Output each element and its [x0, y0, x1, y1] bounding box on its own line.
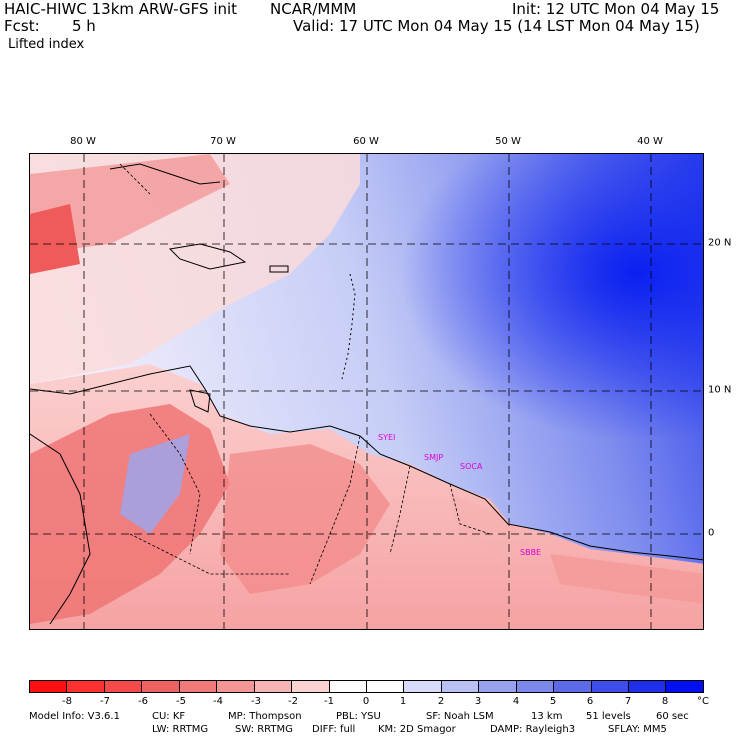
- forecast-label: Fcst:: [4, 17, 40, 35]
- km-option: KM: 2D Smagor: [378, 724, 456, 735]
- map-canvas: SYEI SMJP SOCA SBBE: [30, 154, 703, 629]
- colorbar-segment: [478, 681, 516, 692]
- station-sbbe: SBBE: [520, 548, 541, 557]
- organization-label: NCAR/MMM: [270, 0, 357, 18]
- station-syei: SYEI: [378, 433, 395, 442]
- colorbar-tick: 4: [512, 696, 520, 707]
- surface-layer-option: SFLAY: MM5: [608, 724, 667, 735]
- colorbar-segment: [515, 681, 554, 692]
- colorbar-tick: -5: [176, 696, 186, 707]
- lat-lon-grid: [30, 154, 703, 629]
- guianas-area: [450, 494, 530, 554]
- colorbar-segment: [66, 681, 104, 692]
- colorbar-segment: [291, 681, 329, 692]
- colorbar-tick: -7: [100, 696, 110, 707]
- colorbar-segment: [628, 681, 666, 692]
- valid-time: Valid: 17 UTC Mon 04 May 15 (14 LST Mon …: [293, 17, 700, 35]
- field-name: Lifted index: [8, 37, 85, 52]
- lon-label-70w: 70 W: [210, 136, 236, 147]
- lon-label-80w: 80 W: [70, 136, 96, 147]
- colorbar-tick: -1: [324, 696, 334, 707]
- station-soca: SOCA: [460, 462, 483, 471]
- diffusion-option: DIFF: full: [312, 724, 356, 735]
- colorbar-tick: 7: [624, 696, 632, 707]
- colorbar-segment: [103, 681, 142, 692]
- microphysics-scheme: MP: Thompson: [228, 711, 302, 722]
- colorbar-segment: [178, 681, 217, 692]
- colorbar-tick: 3: [474, 696, 482, 707]
- colorbar-tick: 8: [661, 696, 669, 707]
- init-time: Init: 12 UTC Mon 04 May 15: [512, 0, 720, 18]
- colorbar-tick: -2: [288, 696, 298, 707]
- lon-label-50w: 50 W: [495, 136, 521, 147]
- colorbar: [29, 680, 704, 693]
- lifted-index-map: SYEI SMJP SOCA SBBE: [29, 153, 704, 630]
- colorbar-tick: -3: [251, 696, 261, 707]
- amazon-unstable-area: [220, 444, 390, 594]
- vertical-levels: 51 levels: [586, 711, 631, 722]
- station-smjp: SMJP: [424, 453, 443, 462]
- time-step: 60 sec: [656, 711, 689, 722]
- lon-label-60w: 60 W: [353, 136, 379, 147]
- colorbar-segment: [253, 681, 292, 692]
- colorbar-segment: [553, 681, 591, 692]
- colorbar-segment: [328, 681, 366, 692]
- surface-scheme: SF: Noah LSM: [426, 711, 494, 722]
- lat-label-10n: 10 N: [708, 384, 732, 396]
- colorbar-tick: -8: [62, 696, 72, 707]
- mountain-stable-area: [120, 434, 190, 534]
- colorbar-segment: [216, 681, 254, 692]
- model-info: Model Info: V3.6.1: [29, 711, 120, 722]
- central-america-unstable: [30, 204, 80, 274]
- colorbar-tick: 5: [549, 696, 557, 707]
- colorbar-tick: 1: [399, 696, 407, 707]
- lat-label-20n: 20 N: [708, 237, 732, 249]
- northeast-brazil-area: [550, 554, 703, 604]
- colorbar-tick: -4: [213, 696, 223, 707]
- longwave-scheme: LW: RRTMG: [152, 724, 209, 735]
- forecast-hour: 5 h: [72, 17, 96, 35]
- colorbar-tick: 0: [362, 696, 370, 707]
- colorbar-tick: 6: [586, 696, 594, 707]
- colorbar-segment: [440, 681, 479, 692]
- shortwave-scheme: SW: RRTMG: [235, 724, 293, 735]
- colorbar-segment: [665, 681, 703, 692]
- lat-label-equator: 0: [708, 527, 715, 539]
- model-title: HAIC-HIWC 13km ARW-GFS init: [4, 0, 238, 18]
- grid-resolution: 13 km: [531, 711, 563, 722]
- cuba-unstable-area: [30, 154, 230, 254]
- pbl-scheme: PBL: YSU: [336, 711, 381, 722]
- lon-label-40w: 40 W: [637, 136, 663, 147]
- colorbar-segment: [30, 681, 67, 692]
- country-borders: [119, 163, 491, 585]
- colorbar-tick: 2: [437, 696, 445, 707]
- colorbar-tick: -6: [138, 696, 148, 707]
- colorbar-segment: [141, 681, 179, 692]
- cumulus-scheme: CU: KF: [152, 711, 186, 722]
- damping-option: DAMP: Rayleigh3: [490, 724, 576, 735]
- colorbar-segment: [590, 681, 628, 692]
- colorbar-segment: [403, 681, 441, 692]
- colorbar-unit: °C: [697, 696, 709, 707]
- colorbar-segment: [365, 681, 404, 692]
